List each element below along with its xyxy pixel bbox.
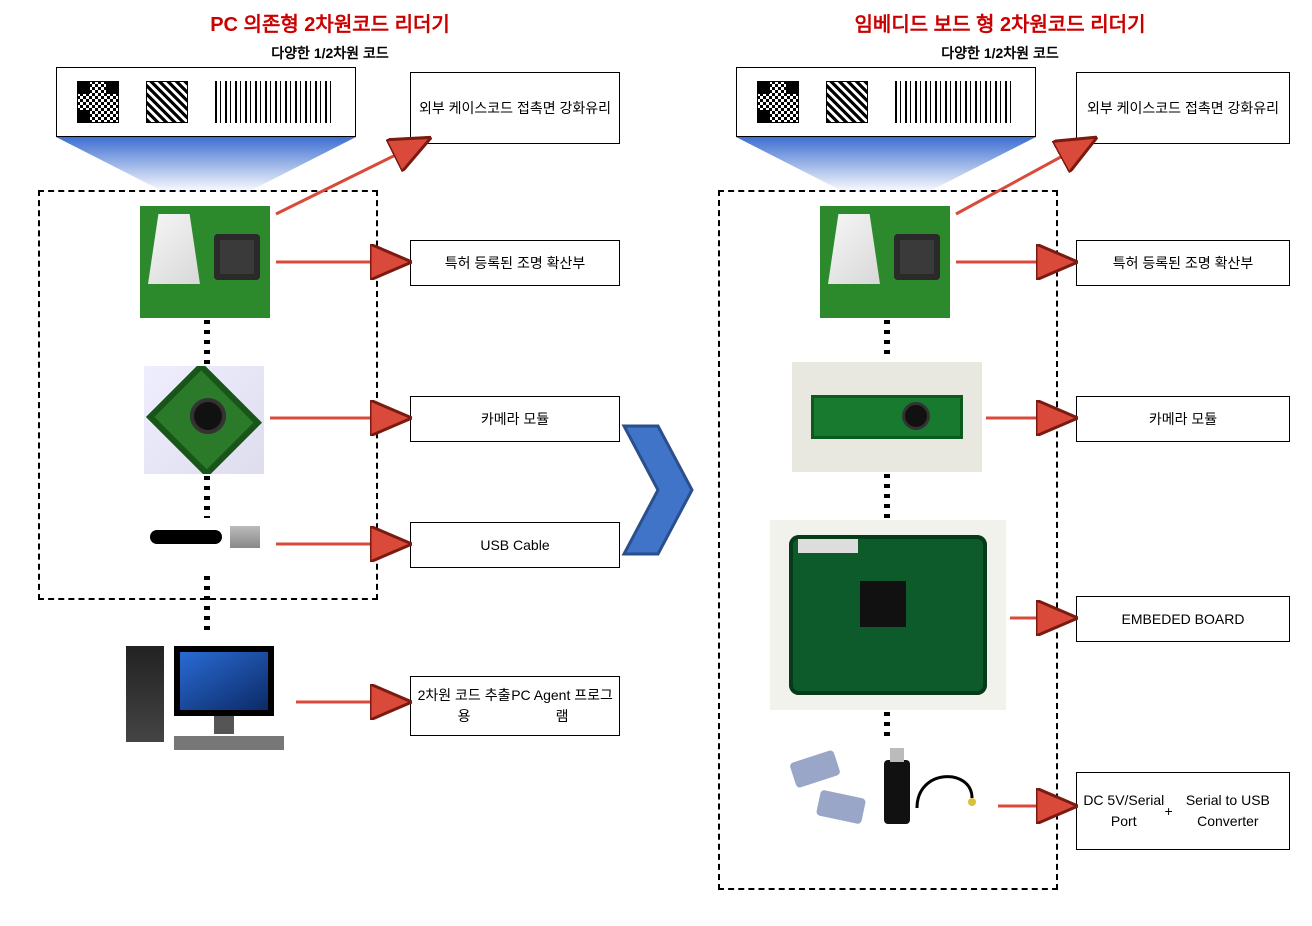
diffuser-photo: [820, 206, 950, 318]
vertical-connector: [204, 476, 210, 518]
pc-photo: [120, 640, 290, 760]
datamatrix-icon: [146, 81, 188, 123]
label-diffuser: 특허 등록된 조명 확산부: [1076, 240, 1290, 286]
serial-icon: [784, 744, 994, 854]
right-title: 임베디드 보드 형 2차원코드 리더기: [700, 8, 1300, 37]
diffuser-photo: [140, 206, 270, 318]
vertical-connector: [884, 320, 890, 360]
qr-icon: [757, 81, 799, 123]
camera-icon: [144, 366, 264, 474]
transition-arrow-icon: [618, 420, 698, 560]
right-scan-beam: [736, 137, 1036, 193]
vertical-connector: [204, 576, 210, 634]
datamatrix-icon: [826, 81, 868, 123]
usb-icon: [140, 520, 270, 572]
vertical-connector: [884, 712, 890, 742]
pc-icon: [120, 640, 290, 760]
right-subtitle: 다양한 1/2차원 코드: [700, 43, 1300, 63]
embedded-photo: [770, 520, 1006, 710]
label-diffuser: 특허 등록된 조명 확산부: [410, 240, 620, 286]
vertical-connector: [884, 474, 890, 518]
camera2-icon: [792, 362, 982, 472]
left-scan-beam: [56, 137, 356, 193]
diffuser-icon: [140, 206, 270, 318]
camera-photo: [144, 366, 264, 474]
vertical-connector: [204, 320, 210, 364]
right-code-box: [736, 67, 1036, 137]
label-serial: DC 5V/Serial Port+Serial to USB Converte…: [1076, 772, 1290, 850]
label-case: 외부 케이스코드 접촉면 강화유리: [1076, 72, 1290, 144]
left-column: PC 의존형 2차원코드 리더기 다양한 1/2차원 코드 외부 케이스코드 접…: [20, 0, 640, 193]
usb-photo: [140, 520, 270, 572]
label-camera: 카메라 모듈: [1076, 396, 1290, 442]
qr-icon: [77, 81, 119, 123]
left-title: PC 의존형 2차원코드 리더기: [20, 8, 640, 37]
label-embedded: EMBEDED BOARD: [1076, 596, 1290, 642]
left-subtitle: 다양한 1/2차원 코드: [20, 43, 640, 63]
embedded-icon: [770, 520, 1006, 710]
label-usb: USB Cable: [410, 522, 620, 568]
label-pc: 2차원 코드 추출용PC Agent 프로그램: [410, 676, 620, 736]
label-case: 외부 케이스코드 접촉면 강화유리: [410, 72, 620, 144]
barcode-icon: [895, 81, 1015, 123]
camera2-photo: [792, 362, 982, 472]
diffuser-icon: [820, 206, 950, 318]
right-column: 임베디드 보드 형 2차원코드 리더기 다양한 1/2차원 코드 외부 케이스코…: [700, 0, 1300, 193]
left-code-box: [56, 67, 356, 137]
label-camera: 카메라 모듈: [410, 396, 620, 442]
serial-photo: [784, 744, 994, 854]
barcode-icon: [215, 81, 335, 123]
